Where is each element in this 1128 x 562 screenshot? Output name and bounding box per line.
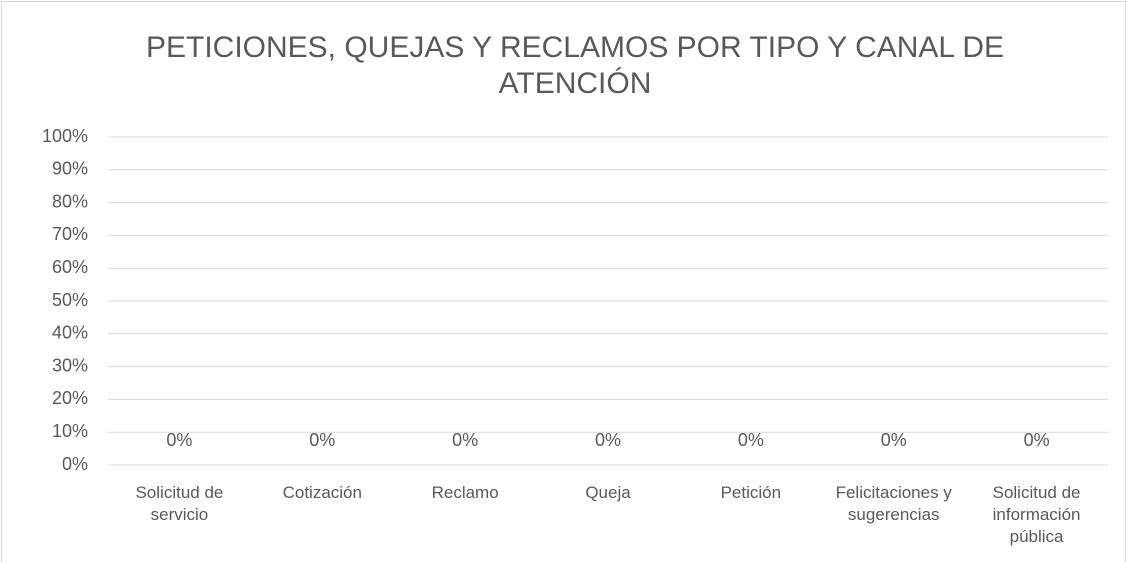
y-tick-label: 70% <box>52 224 88 244</box>
x-tick-label: Reclamo <box>431 483 499 502</box>
y-tick-label: 20% <box>52 388 88 408</box>
y-tick-label: 100% <box>42 126 88 146</box>
x-tick-label: Solicitud de servicio <box>135 483 224 524</box>
y-tick-label: 10% <box>52 421 88 441</box>
data-label: 0% <box>309 430 335 450</box>
data-label: 0% <box>881 430 907 450</box>
y-tick-label: 50% <box>52 290 88 310</box>
x-tick-label: Petición <box>720 483 782 502</box>
data-label: 0% <box>738 430 764 450</box>
x-tick-label: Queja <box>585 483 631 502</box>
x-tick-label: Solicitud de información pública <box>992 483 1081 546</box>
y-tick-label: 0% <box>62 454 88 474</box>
chart-title: PETICIONES, QUEJAS Y RECLAMOS POR TIPO Y… <box>145 31 1005 100</box>
y-tick-label: 40% <box>52 323 88 343</box>
x-tick-label: Cotización <box>282 483 362 502</box>
data-label: 0% <box>166 430 192 450</box>
data-label: 0% <box>452 430 478 450</box>
y-tick-label: 30% <box>52 355 88 375</box>
y-tick-label: 80% <box>52 191 88 211</box>
y-tick-label: 60% <box>52 257 88 277</box>
y-tick-label: 90% <box>52 159 88 179</box>
data-label: 0% <box>595 430 621 450</box>
data-label: 0% <box>1024 430 1050 450</box>
x-tick-label: Felicitaciones y sugerencias <box>835 483 952 524</box>
